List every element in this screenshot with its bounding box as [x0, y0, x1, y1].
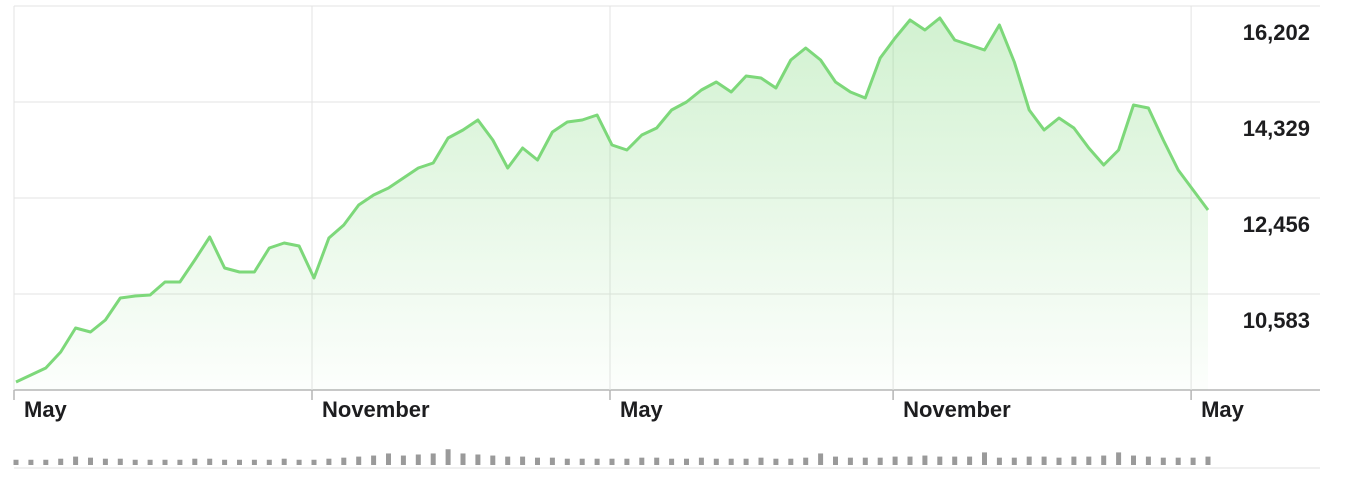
volume-bar: [1101, 455, 1107, 465]
y-tick-label: 16,202: [1243, 20, 1310, 45]
volume-bar: [952, 456, 958, 465]
volume-bar: [1175, 457, 1181, 465]
volume-bar: [1041, 456, 1047, 465]
volume-bar: [445, 449, 451, 465]
volume-bar: [58, 458, 64, 465]
volume-bar: [877, 457, 883, 465]
volume-bar: [222, 459, 228, 465]
volume-bar: [788, 458, 794, 465]
volume-bar: [251, 459, 257, 465]
volume-bar: [415, 454, 421, 465]
volume-bar: [758, 457, 764, 465]
volume-bar: [88, 457, 93, 465]
volume-bar: [132, 459, 138, 465]
x-tick-label: November: [903, 397, 1011, 422]
volume-bar: [490, 455, 496, 465]
volume-bar: [1205, 456, 1211, 465]
x-tick-label: November: [322, 397, 430, 422]
volume-bar: [28, 459, 34, 465]
price-line: [15, 16, 1210, 384]
volume-bar: [669, 458, 675, 465]
volume-bar: [922, 455, 928, 465]
volume-bar: [549, 457, 555, 465]
volume-bar: [147, 459, 153, 465]
volume-bar: [1160, 457, 1166, 465]
volume-bar: [579, 458, 585, 465]
volume-bar: [475, 454, 481, 465]
volume-bar: [296, 459, 302, 465]
volume-bar: [728, 458, 734, 465]
volume-bar: [862, 457, 868, 465]
volume-bar: [996, 457, 1002, 465]
x-tick-label: May: [24, 397, 68, 422]
volume-bar: [266, 459, 272, 465]
volume-bar: [907, 456, 913, 465]
volume-bar: [102, 458, 108, 465]
volume-bar: [982, 452, 987, 465]
volume-bar: [1145, 456, 1151, 465]
volume-bar: [207, 458, 213, 465]
volume-bar: [1026, 456, 1032, 465]
volume-bar: [818, 453, 824, 465]
volume-bar: [400, 455, 406, 465]
volume-bar: [1056, 457, 1062, 465]
volume-bar: [698, 457, 704, 465]
volume-bar: [341, 457, 347, 465]
x-tick-label: May: [1201, 397, 1245, 422]
volume-bar: [564, 458, 570, 465]
volume-bar: [371, 455, 377, 465]
volume-bar: [1116, 452, 1122, 465]
volume-bar: [639, 457, 645, 465]
volume-bar: [937, 456, 943, 465]
volume-bar: [773, 458, 779, 465]
volume-bar: [1086, 456, 1092, 465]
y-tick-label: 10,583: [1243, 308, 1310, 333]
volume-bar: [713, 458, 719, 465]
volume-bar: [1190, 457, 1196, 465]
volume-bar: [609, 458, 615, 465]
volume-bar: [356, 456, 362, 465]
volume-bar: [237, 459, 242, 465]
x-tick-label: May: [620, 397, 664, 422]
volume-bar: [520, 456, 526, 465]
volume-bar: [833, 456, 838, 465]
volume-bar: [460, 453, 466, 465]
volume-bar: [430, 453, 436, 465]
volume-bar: [892, 456, 898, 465]
volume-bar: [73, 456, 79, 465]
volume-bar: [1131, 455, 1136, 465]
volume-bar: [535, 457, 540, 465]
y-tick-label: 12,456: [1243, 212, 1310, 237]
volume-bar: [1071, 456, 1077, 465]
volume-bar: [847, 457, 853, 465]
volume-bar: [1011, 457, 1017, 465]
volume-bar: [43, 459, 49, 465]
volume-bar: [162, 459, 168, 465]
volume-bar: [311, 459, 317, 465]
volume-bar: [967, 456, 973, 465]
volume-bar: [803, 457, 809, 465]
volume-bar: [117, 458, 123, 465]
volume-bar: [743, 458, 749, 465]
area-fill: [16, 18, 1208, 390]
volume-bar: [326, 458, 332, 465]
volume-bar: [192, 458, 198, 465]
volume-bar: [684, 458, 689, 465]
volume-bar: [281, 458, 287, 465]
volume-bar: [505, 456, 511, 465]
volume-bar: [386, 453, 391, 465]
volume-bar: [594, 458, 600, 465]
volume-bar: [624, 458, 630, 465]
volume-bar: [177, 459, 183, 465]
volume-bar: [654, 457, 660, 465]
y-tick-label: 14,329: [1243, 116, 1310, 141]
volume-bar: [13, 459, 19, 465]
